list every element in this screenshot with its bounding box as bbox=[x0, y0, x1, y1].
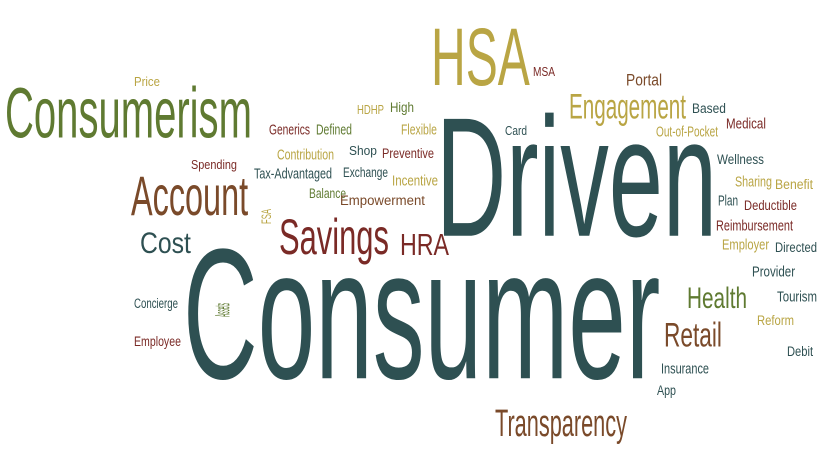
word-generics: Generics bbox=[269, 121, 311, 138]
word-portal: Portal bbox=[626, 69, 663, 90]
word-fsa: FSA bbox=[258, 208, 274, 224]
word-contribution: Contribution bbox=[277, 146, 335, 163]
word-app: App bbox=[657, 382, 676, 398]
word-card: Card bbox=[505, 123, 527, 138]
word-driven: Driven bbox=[436, 82, 717, 274]
word-health: Health bbox=[687, 281, 748, 315]
word-reimbursement: Reimbursement bbox=[716, 217, 793, 234]
word-balance: Balance bbox=[309, 185, 347, 201]
word-debit: Debit bbox=[787, 343, 814, 359]
word-account: Account bbox=[131, 164, 249, 228]
word-plan: Plan bbox=[718, 192, 739, 209]
word-defined: Defined bbox=[316, 121, 352, 138]
word-incentive: Incentive bbox=[392, 172, 439, 189]
word-empowerment: Empowerment bbox=[340, 192, 425, 208]
word-cost: Cost bbox=[140, 226, 191, 260]
word-savings: Savings bbox=[279, 209, 389, 265]
word-hsa: HSA bbox=[431, 11, 530, 103]
word-out-of-pocket: Out-of-Pocket bbox=[656, 123, 718, 140]
word-consumerism: Consumerism bbox=[5, 73, 252, 154]
word-directed: Directed bbox=[775, 239, 818, 255]
word-benefit: Benefit bbox=[775, 176, 814, 192]
word-transparency: Transparency bbox=[495, 401, 627, 445]
word-tourism: Tourism bbox=[777, 288, 818, 305]
word-tax-advantaged: Tax-Advantaged bbox=[254, 165, 332, 182]
word-employee: Employee bbox=[134, 333, 181, 349]
word-engagement: Engagement bbox=[569, 86, 687, 127]
word-employer: Employer bbox=[722, 236, 770, 253]
word-shop: Shop bbox=[349, 143, 377, 158]
word-msa: MSA bbox=[533, 64, 555, 79]
word-spending: Spending bbox=[191, 157, 237, 172]
word-wellness: Wellness bbox=[717, 151, 764, 167]
word-price: Price bbox=[134, 74, 160, 89]
word-flexible: Flexible bbox=[401, 121, 437, 138]
word-medical: Medical bbox=[726, 115, 766, 132]
word-deductible: Deductible bbox=[744, 197, 797, 213]
word-consumer: Consumer bbox=[183, 210, 661, 420]
word-concierge: Concierge bbox=[134, 295, 178, 311]
word-based: Based bbox=[692, 100, 726, 116]
word-high: High bbox=[390, 99, 414, 115]
word-sharing: Sharing bbox=[735, 173, 772, 190]
word-hdhp: HDHP bbox=[357, 102, 385, 117]
word-insurance: Insurance bbox=[661, 360, 710, 377]
word-provider: Provider bbox=[752, 263, 796, 280]
word-preventive: Preventive bbox=[382, 145, 435, 161]
word-retail: Retail bbox=[664, 315, 722, 355]
word-exchange: Exchange bbox=[343, 164, 388, 180]
word-hra: HRA bbox=[400, 227, 450, 262]
word-assets: Assets bbox=[210, 302, 235, 317]
word-reform: Reform bbox=[757, 312, 794, 328]
